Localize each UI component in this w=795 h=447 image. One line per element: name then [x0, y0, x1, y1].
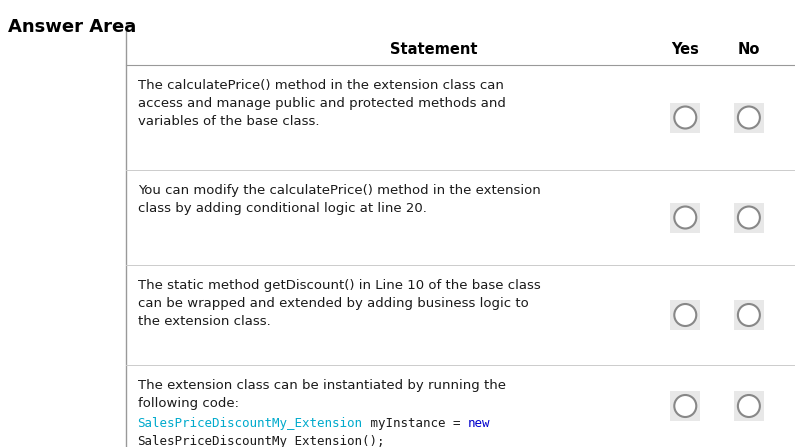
Text: class by adding conditional logic at line 20.: class by adding conditional logic at lin… — [138, 202, 426, 215]
Text: The extension class can be instantiated by running the: The extension class can be instantiated … — [138, 379, 506, 392]
Text: the extension class.: the extension class. — [138, 315, 270, 328]
FancyBboxPatch shape — [670, 391, 700, 421]
FancyBboxPatch shape — [734, 202, 764, 232]
Text: Answer Area: Answer Area — [8, 18, 136, 36]
Circle shape — [738, 207, 760, 228]
Text: Statement: Statement — [390, 42, 478, 58]
Text: The static method getDiscount() in Line 10 of the base class: The static method getDiscount() in Line … — [138, 279, 541, 292]
Circle shape — [738, 106, 760, 128]
Text: can be wrapped and extended by adding business logic to: can be wrapped and extended by adding bu… — [138, 297, 529, 310]
Circle shape — [674, 304, 696, 326]
Text: SalesPriceDiscountMy_Extension();: SalesPriceDiscountMy_Extension(); — [138, 435, 385, 447]
Text: following code:: following code: — [138, 397, 238, 410]
Circle shape — [738, 395, 760, 417]
FancyBboxPatch shape — [734, 391, 764, 421]
FancyBboxPatch shape — [734, 300, 764, 330]
Circle shape — [738, 304, 760, 326]
FancyBboxPatch shape — [670, 102, 700, 132]
Text: The calculatePrice() method in the extension class can: The calculatePrice() method in the exten… — [138, 79, 503, 92]
Text: Yes: Yes — [671, 42, 700, 58]
Text: No: No — [738, 42, 760, 58]
Text: access and manage public and protected methods and: access and manage public and protected m… — [138, 97, 506, 110]
FancyBboxPatch shape — [670, 300, 700, 330]
FancyBboxPatch shape — [734, 102, 764, 132]
Text: myInstance =: myInstance = — [363, 417, 467, 430]
Text: variables of the base class.: variables of the base class. — [138, 115, 319, 128]
Circle shape — [674, 207, 696, 228]
Circle shape — [674, 106, 696, 128]
FancyBboxPatch shape — [670, 202, 700, 232]
Circle shape — [674, 395, 696, 417]
Text: new: new — [467, 417, 490, 430]
Text: You can modify the calculatePrice() method in the extension: You can modify the calculatePrice() meth… — [138, 184, 541, 197]
Text: SalesPriceDiscountMy_Extension: SalesPriceDiscountMy_Extension — [138, 417, 363, 430]
